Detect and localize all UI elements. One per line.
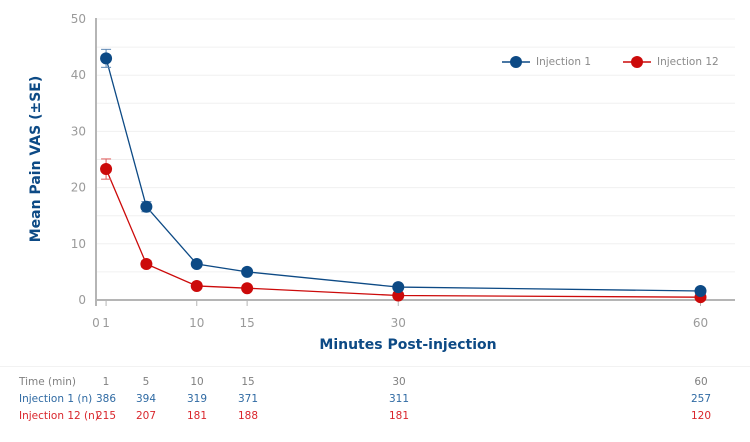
data-point (694, 285, 707, 298)
table-cell: 181 (186, 410, 208, 422)
table-row-injection-1: Injection 1 (n) 386 394 319 371 311 257 (0, 393, 750, 409)
table-cell: 371 (237, 393, 259, 405)
data-point (100, 52, 113, 65)
y-tick-label: 20 (71, 181, 86, 195)
table-cell: 30 (392, 376, 406, 388)
table-cell: 1 (102, 376, 110, 388)
table-cell: 181 (388, 410, 410, 422)
table-row-time: Time (min) 1 5 10 15 30 60 (0, 376, 750, 392)
x-tick-label: 1 (102, 316, 110, 330)
series-line-injection-1 (105, 58, 701, 292)
table-cell: 15 (241, 376, 255, 388)
y-tick-label: 10 (71, 237, 86, 251)
data-point (392, 281, 405, 294)
y-tick-label: 30 (71, 124, 86, 138)
table-divider (0, 366, 750, 367)
row-label: Time (min) (19, 376, 77, 388)
table-cell: 188 (237, 410, 259, 422)
x-tick-label: 30 (391, 316, 406, 330)
x-axis-title: Minutes Post-injection (319, 337, 497, 353)
table-row-injection-12: Injection 12 (n) 215 207 181 188 181 120 (0, 410, 750, 426)
y-tick-label: 0 (78, 293, 86, 307)
table-cell: 207 (135, 410, 157, 422)
data-point (190, 279, 203, 292)
x-tick-label: 15 (239, 316, 254, 330)
table-cell: 319 (186, 393, 208, 405)
data-point (190, 258, 203, 271)
table-cell: 386 (95, 393, 117, 405)
row-label: Injection 12 (n) (19, 410, 99, 422)
legend-marker-red-icon (623, 56, 651, 68)
table-cell: 5 (142, 376, 150, 388)
series-line-injection-12 (105, 168, 701, 298)
y-tick-label: 40 (71, 68, 86, 82)
table-cell: 257 (690, 393, 712, 405)
table-cell: 394 (135, 393, 157, 405)
table-cell: 311 (388, 393, 410, 405)
legend-label: Injection 1 (536, 56, 592, 68)
x-tick-label: 0 (92, 316, 100, 330)
x-tick-label: 10 (189, 316, 204, 330)
legend-item-injection-1[interactable]: Injection 1 (502, 54, 591, 70)
table-cell: 10 (190, 376, 204, 388)
data-point (392, 289, 405, 302)
table-cell: 120 (690, 410, 712, 422)
data-point (140, 258, 153, 271)
data-point (140, 200, 153, 213)
table-cell: 60 (694, 376, 708, 388)
row-label: Injection 1 (n) (19, 393, 93, 405)
y-tick-label: 50 (71, 12, 86, 26)
data-point (241, 265, 254, 278)
data-point (241, 282, 254, 295)
x-tick-label: 60 (693, 316, 708, 330)
data-point (100, 163, 113, 176)
y-axis-title: Mean Pain VAS (±SE) (28, 75, 44, 243)
table-cell: 215 (95, 410, 117, 422)
legend-label: Injection 12 (657, 56, 719, 68)
legend-item-injection-12[interactable]: Injection 12 (623, 54, 719, 70)
legend-marker-blue-icon (502, 56, 530, 68)
